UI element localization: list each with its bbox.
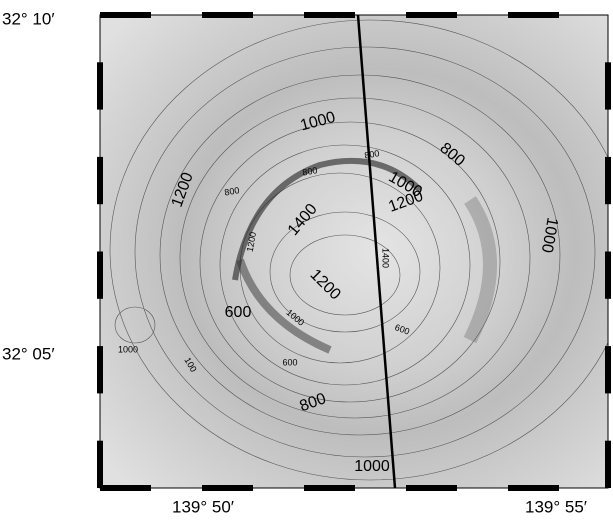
border-segment (97, 441, 103, 488)
border-segment (508, 12, 559, 18)
border-segment (406, 485, 457, 491)
border-segment (406, 12, 457, 18)
border-segment (304, 485, 355, 491)
contour-label: 600 (282, 357, 297, 367)
lat-label: 32° 10′ (2, 9, 55, 28)
contour-label: 1000 (118, 344, 138, 354)
border-segment (605, 441, 611, 488)
border-segment (605, 252, 611, 299)
border-segment (100, 485, 151, 491)
contour-label: 1400 (381, 248, 391, 268)
map-background (100, 15, 608, 488)
border-segment (605, 62, 611, 109)
border-segment (100, 12, 151, 18)
border-segment (202, 485, 253, 491)
border-segment (97, 252, 103, 299)
border-segment (97, 346, 103, 393)
border-segment (605, 157, 611, 204)
border-segment (97, 157, 103, 204)
border-segment (97, 62, 103, 109)
border-segment (605, 346, 611, 393)
contour-label: 600 (225, 304, 252, 321)
lat-label: 32° 05′ (2, 344, 55, 363)
lon-label: 139° 55′ (525, 497, 587, 516)
border-segment (304, 12, 355, 18)
lon-label: 139° 50′ (172, 497, 234, 516)
map: 32° 10′ 32° 05′ 139° 50′ 139° 55′ 100080… (0, 0, 613, 520)
contour-label: 1000 (354, 458, 390, 475)
border-segment (202, 12, 253, 18)
border-segment (508, 485, 559, 491)
